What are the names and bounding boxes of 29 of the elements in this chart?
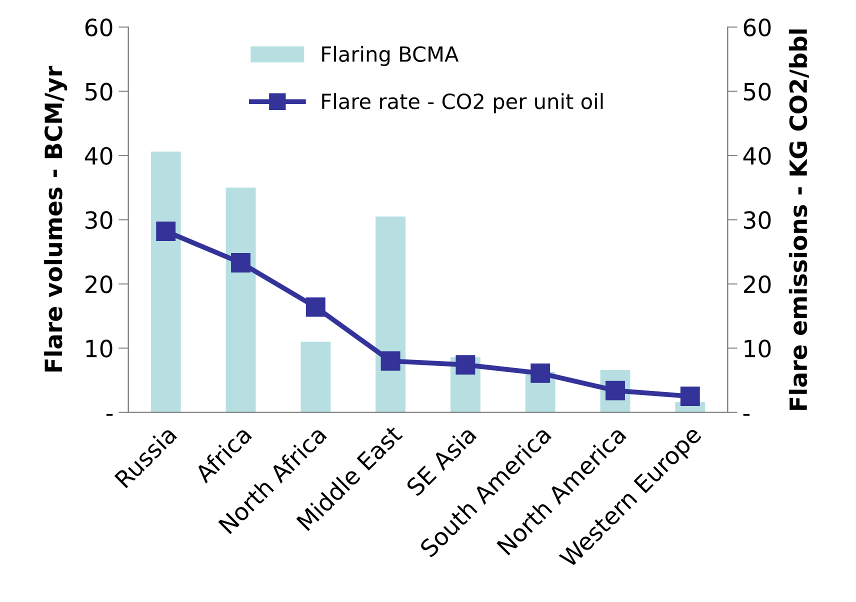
bar (226, 188, 256, 412)
y-axis-title: Flare volumes - BCM/yr (44, 66, 68, 372)
legend-label: Flare rate - CO2 per unit oil (322, 93, 603, 114)
bar (300, 342, 331, 412)
point (380, 351, 400, 371)
bar (150, 152, 181, 412)
y-tick-label: 60 (85, 18, 112, 36)
y2-tick-label: 40 (743, 146, 771, 165)
y-tick-label: 30 (86, 211, 112, 230)
y-tick-label: 40 (84, 146, 112, 165)
y2-tick-label: 20 (744, 275, 771, 294)
point (306, 297, 326, 317)
y2-tick-label: 30 (744, 211, 771, 230)
y2-axis-title: Flare emissions - KG CO2/bbl (788, 29, 810, 410)
point (456, 355, 476, 375)
bar (376, 216, 406, 412)
point (680, 386, 700, 406)
point (530, 363, 550, 383)
y2-tick-label: 10 (744, 340, 771, 358)
y2-tick-label: 50 (744, 82, 771, 101)
y-tick-label: 10 (86, 340, 112, 358)
y-tick-label: 20 (86, 275, 112, 294)
y2-tick-label: 60 (744, 18, 771, 36)
point (231, 253, 250, 272)
y-tick-label: - (106, 414, 113, 416)
point (156, 222, 176, 242)
legend-label: Flaring BCMA (322, 46, 459, 66)
y2-tick-label: - (743, 414, 750, 416)
y-tick-label: 50 (86, 82, 112, 101)
